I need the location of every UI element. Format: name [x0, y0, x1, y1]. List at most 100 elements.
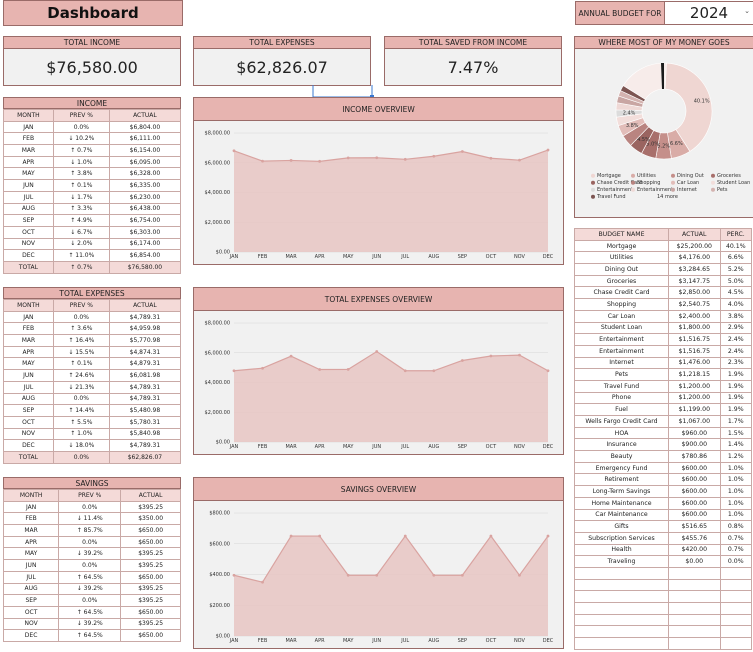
prev-cell: ↓ 10.2%: [52, 132, 110, 146]
legend-label: Internet: [677, 187, 697, 193]
legend-swatch: [711, 173, 715, 178]
series-line: [233, 535, 549, 583]
month-cell: JUN: [3, 179, 54, 192]
budget-empty-row: [574, 637, 753, 650]
actual-cell: $395.25: [120, 559, 181, 572]
x-tick-label: DEC: [543, 444, 554, 450]
prev-cell: ↓ 39.2%: [58, 617, 122, 631]
budget-name-cell: Wells Fargo Credit Card: [574, 415, 669, 428]
data-point: [489, 534, 493, 538]
budget-name-cell: Mortgage: [574, 239, 669, 253]
data-point: [375, 573, 379, 577]
month-cell: FEB: [3, 322, 54, 336]
x-tick-label: OCT: [486, 638, 497, 644]
budget-name-cell: Beauty: [574, 450, 669, 463]
prev-cell: ↑ 4.9%: [52, 214, 110, 227]
money-distribution-title: WHERE MOST OF MY MONEY GOES: [575, 37, 753, 49]
y-tick-label: $8,000.00: [205, 321, 230, 327]
table-row: JUL ↓ 21.3% $4,789.31: [3, 380, 182, 394]
x-tick-label: MAR: [285, 254, 297, 260]
month-cell: AUG: [3, 202, 54, 216]
table-row: JUN 0.0% $395.25: [2, 559, 181, 572]
budget-row: Car Loan $2,400.00 3.8%: [574, 309, 753, 323]
table-row: NOV ↓ 39.2% $395.25: [2, 617, 181, 631]
budget-perc-cell: 1.9%: [719, 391, 753, 405]
budget-actual-cell: $780.86: [668, 450, 721, 463]
month-cell: JAN: [3, 120, 54, 134]
legend-swatch: [671, 180, 675, 185]
budget-row: Utilities $4,176.00 6.6%: [574, 251, 753, 265]
table-row: OCT ↑ 5.5% $5,780.31: [3, 415, 182, 429]
table-row: AUG ↑ 3.3% $6,438.00: [3, 202, 182, 216]
prev-cell: ↑ 3.8%: [52, 167, 110, 181]
area-fill: [234, 150, 548, 252]
prev-cell: ↓ 1.0%: [52, 155, 110, 169]
month-cell: OCT: [3, 415, 54, 429]
legend-swatch: [671, 173, 675, 178]
legend-swatch: [591, 187, 595, 192]
budget-row: Long-Term Savings $600.00 1.0%: [574, 485, 753, 498]
budget-perc-cell: 0.7%: [719, 531, 753, 545]
month-cell: SEP: [3, 404, 54, 417]
month-cell: JUL: [3, 380, 54, 394]
legend-label: Utilities: [637, 173, 656, 179]
data-point: [375, 156, 379, 160]
y-tick-label: $400.00: [209, 572, 230, 578]
month-cell: AUG: [2, 582, 60, 596]
budget-actual-cell: $1,516.75: [668, 333, 721, 346]
budget-actual-cell: $1,218.15: [668, 368, 721, 381]
budget-perc-cell: 1.9%: [719, 379, 753, 393]
col-month: MONTH: [2, 489, 60, 502]
budget-perc-cell: 2.4%: [719, 344, 753, 358]
month-cell: MAR: [3, 334, 54, 347]
expenses-overview-plot: $0.00 $2,000.00 $4,000.00 $6,000.00 $8,000.0…: [205, 321, 554, 451]
total-expenses-card: TOTAL EXPENSES $62,826.07: [193, 36, 371, 86]
slice-label: 5.2%: [657, 143, 670, 149]
budget-actual-cell: $600.00: [668, 461, 721, 475]
legend-more[interactable]: 14 more: [657, 194, 678, 200]
budget-perc-cell: 4.0%: [719, 298, 753, 311]
month-cell: JAN: [2, 500, 60, 514]
budget-row: Entertainment $1,516.75 2.4%: [574, 333, 753, 346]
legend-label: Mortgage: [597, 173, 621, 179]
prev-cell: ↓ 18.0%: [52, 439, 110, 452]
x-tick-label: DEC: [543, 254, 554, 260]
total-income-label: TOTAL INCOME: [3, 36, 181, 49]
data-point: [318, 159, 322, 163]
col-prev: PREV %: [52, 109, 110, 122]
budget-name-cell: Dining Out: [574, 263, 669, 276]
x-tick-label: JUL: [400, 254, 409, 260]
budget-empty-row: [574, 625, 753, 639]
data-point: [403, 534, 407, 538]
budget-year-select[interactable]: 2024 ⌄: [664, 1, 753, 25]
actual-cell: $5,780.31: [108, 415, 182, 429]
x-tick-label: SEP: [458, 638, 467, 644]
budget-row: Internet $1,476.00 2.3%: [574, 356, 753, 370]
x-tick-label: APR: [315, 444, 325, 450]
col-prev: PREV %: [52, 299, 110, 312]
prev-cell: ↓ 21.3%: [52, 380, 110, 394]
y-tick-label: $2,000.00: [205, 220, 230, 226]
table-row: MAY ↑ 3.8% $6,328.00: [3, 167, 182, 181]
budget-actual-cell: $1,200.00: [668, 379, 721, 393]
total-actual-cell: $62,826.07: [108, 450, 182, 464]
slice-label: 4.5%: [637, 137, 650, 143]
table-row: JAN 0.0% $6,804.00: [3, 120, 182, 134]
x-tick-label: MAR: [285, 444, 297, 450]
budget-empty-row: [574, 613, 753, 627]
slice-label: 2.4%: [623, 110, 636, 116]
data-point: [318, 368, 322, 371]
actual-cell: $4,879.31: [108, 357, 182, 371]
budget-perc-cell: 0.0%: [719, 555, 753, 568]
total-income-value: $76,580.00: [3, 49, 181, 86]
budget-empty-row: [574, 578, 753, 592]
total-prev-cell: 0.0%: [52, 450, 110, 464]
legend-swatch: [591, 180, 595, 185]
budget-actual-cell: $1,067.00: [668, 415, 721, 428]
x-tick-label: SEP: [458, 444, 467, 450]
budget-row: Entertainment $1,516.75 2.4%: [574, 344, 753, 358]
budget-perc-cell: 0.8%: [719, 520, 753, 533]
table-row: SEP 0.0% $395.25: [2, 594, 181, 607]
pie-slice: [664, 62, 713, 152]
budget-name-cell: Emergency Fund: [574, 461, 669, 475]
